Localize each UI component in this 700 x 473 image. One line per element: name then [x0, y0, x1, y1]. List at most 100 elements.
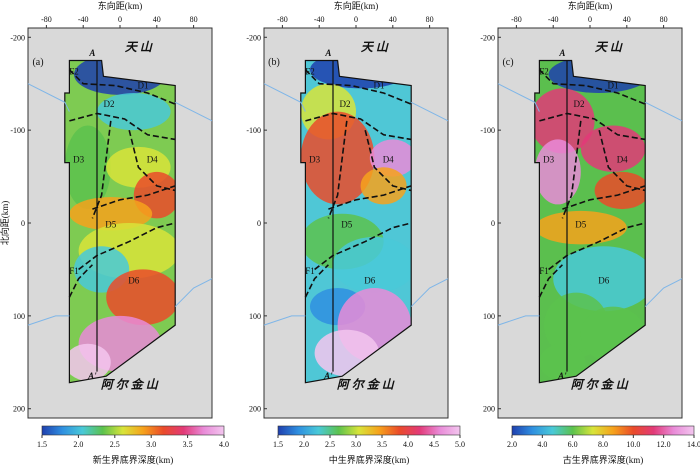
fault-line [68, 69, 176, 105]
domain-label-d1: D1 [374, 80, 385, 90]
river-line [497, 315, 540, 326]
tianshan-label: 天 山 [361, 40, 389, 54]
domain-label-d2: D2 [573, 99, 584, 109]
fault-line [78, 222, 176, 271]
y-tick-label: 100 [483, 312, 495, 321]
x-tick-label: 40 [153, 15, 161, 24]
panel-label: (a) [32, 57, 43, 68]
domain-label-d3: D3 [309, 155, 320, 165]
river-line [174, 101, 213, 122]
x-tick-label: 0 [588, 15, 592, 24]
fault-label-f2: F2 [305, 66, 315, 76]
river-line [27, 83, 70, 112]
fault-line [539, 112, 646, 141]
river-line [263, 83, 306, 112]
x-tick-label: -80 [511, 15, 522, 24]
y-tick-label: 100 [249, 312, 261, 321]
map-svg: 东向距(km) -80 -40 0 40 80 -200 -100 0 100 200 (c) 天 山阿… [480, 0, 700, 465]
y-tick-label: -200 [246, 33, 261, 42]
y-tick-label: 100 [13, 312, 25, 321]
colorbar-tick-label: 1.5 [37, 440, 47, 449]
y-tick-label: -100 [246, 126, 261, 135]
colorbar-title: 新生界底界深度(km) [93, 454, 174, 465]
survey-boundary [534, 59, 646, 384]
fault-line [538, 69, 646, 105]
river-line [174, 278, 213, 307]
y-tick-label: 0 [491, 219, 495, 228]
depth-anomaly [97, 93, 171, 131]
domain-label-d1: D1 [138, 80, 149, 90]
x-tick-label: 80 [660, 15, 668, 24]
map-svg: 东向距(km) -80 -40 0 40 80 -200 -100 0 100 200 北向距(km)… [0, 0, 229, 465]
depth-anomaly [300, 111, 375, 205]
y-axis-title: 北向距(km) [0, 201, 10, 246]
depth-anomaly [64, 125, 111, 210]
survey-boundary [300, 59, 412, 384]
domain-label-d6: D6 [598, 275, 609, 285]
domain-label-d5: D5 [105, 220, 116, 230]
depth-anomaly [360, 167, 407, 205]
x-tick-label: 0 [354, 15, 358, 24]
y-tick-label: 200 [13, 405, 25, 414]
domain-label-d5: D5 [575, 220, 586, 230]
colorbar-tick-label: 4.5 [429, 440, 439, 449]
domain-label-d6: D6 [128, 275, 139, 285]
panel-label: (c) [502, 57, 513, 68]
profile-end-label: A' [87, 371, 97, 381]
fault-line [314, 222, 412, 271]
fault-line [562, 185, 646, 210]
colorbar-tick-label: 4.0 [537, 440, 547, 449]
colorbar-tick-label: 4.0 [219, 440, 229, 449]
altun-label: 阿 尔 金 山 [571, 377, 629, 391]
depth-anomaly [534, 88, 595, 154]
fault-label-f2: F2 [539, 66, 549, 76]
fault-line [548, 222, 646, 271]
colorbar-tick-label: 14.0 [687, 440, 700, 449]
y-tick-label: -200 [480, 33, 495, 42]
profile-end-label: A' [323, 371, 333, 381]
colorbar [41, 425, 225, 436]
x-tick-label: 40 [389, 15, 397, 24]
y-tick-label: 0 [21, 219, 25, 228]
depth-anomaly [106, 269, 176, 326]
map-svg: 东向距(km) -80 -40 0 40 80 -200 -100 0 100 200 (b) 天 山阿… [246, 0, 465, 465]
domain-label-d2: D2 [339, 99, 350, 109]
river-line [497, 83, 540, 112]
tianshan-label: 天 山 [125, 40, 153, 54]
fault-label-f1: F1 [539, 266, 549, 276]
river-line [263, 315, 306, 326]
x-axis-title: 东向距(km) [334, 0, 379, 11]
fault-line [538, 264, 563, 298]
colorbar-tick-label: 2.5 [110, 440, 120, 449]
colorbar-tick-label: 12.0 [657, 440, 671, 449]
colorbar-tick-label: 2.0 [73, 440, 83, 449]
colorbar-tick-label: 3.5 [183, 440, 193, 449]
depth-anomaly [534, 210, 627, 245]
colorbar [511, 425, 695, 436]
river-line [644, 101, 683, 122]
x-tick-label: 80 [190, 15, 198, 24]
profile-start-label: A [88, 48, 95, 58]
x-axis-title: 东向距(km) [568, 0, 613, 11]
fault-line [304, 69, 412, 105]
y-tick-label: -100 [10, 126, 25, 135]
y-tick-label: 0 [257, 219, 261, 228]
fault-label-f2: F2 [69, 66, 79, 76]
colorbar-tick-label: 8.0 [598, 440, 608, 449]
x-tick-label: -40 [548, 15, 559, 24]
river-line [410, 101, 449, 122]
fault-line [327, 120, 348, 219]
altun-label: 阿 尔 金 山 [337, 377, 395, 391]
domain-label-d3: D3 [73, 155, 84, 165]
panel-label: (b) [268, 57, 280, 68]
x-axis-title: 东向距(km) [98, 0, 143, 11]
depth-anomaly [64, 343, 111, 381]
colorbar-tick-label: 5.0 [455, 440, 465, 449]
depth-anomaly [369, 139, 412, 177]
domain-label-d5: D5 [341, 220, 352, 230]
domain-label-d4: D4 [383, 155, 394, 165]
domain-label-d2: D2 [103, 99, 114, 109]
colorbar-tick-label: 3.0 [351, 440, 361, 449]
colorbar-tick-label: 10.0 [626, 440, 640, 449]
depth-anomaly [534, 139, 581, 205]
